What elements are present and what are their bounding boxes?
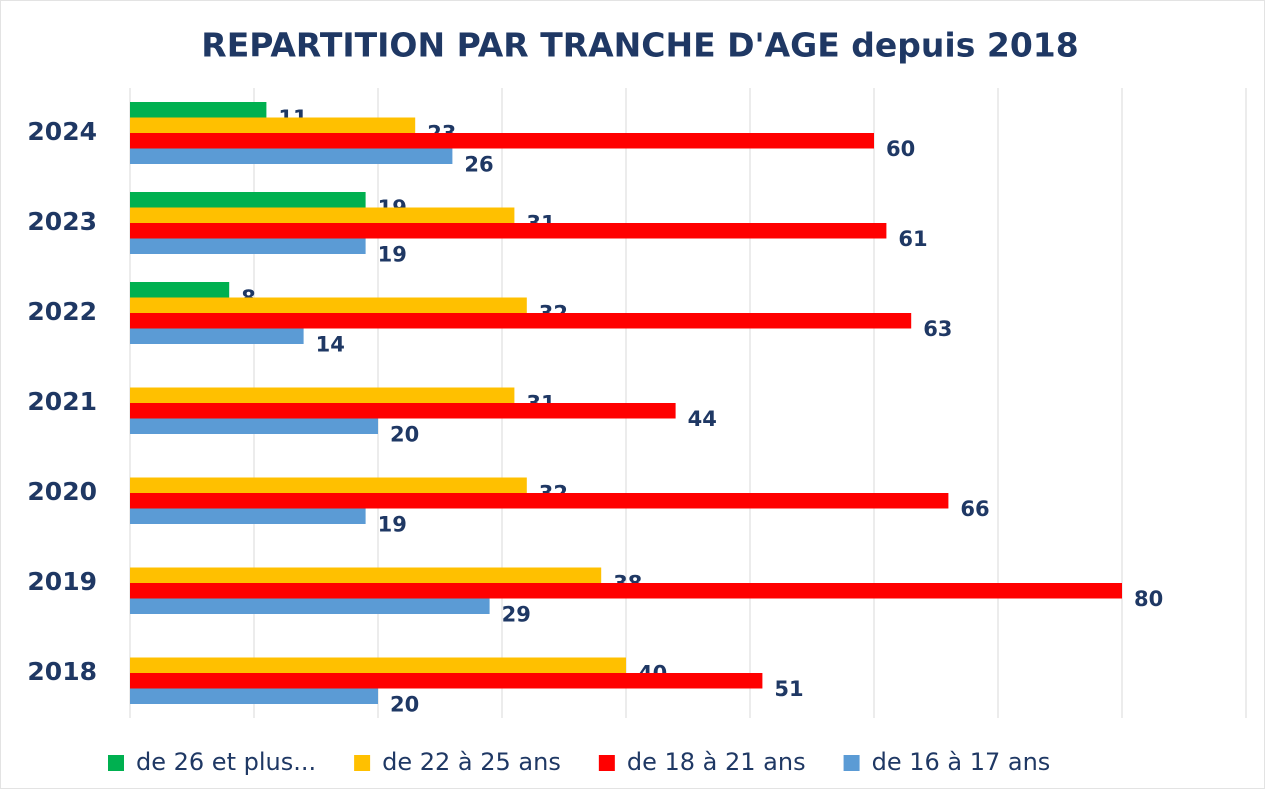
bar xyxy=(130,673,763,689)
data-label: 66 xyxy=(960,497,989,521)
chart-title: REPARTITION PAR TRANCHE D'AGE depuis 201… xyxy=(201,26,1078,65)
bar xyxy=(130,282,230,298)
bar xyxy=(130,117,416,133)
bar xyxy=(130,418,378,434)
y-tick-label: 2021 xyxy=(27,387,97,416)
data-label: 20 xyxy=(390,422,419,446)
bar xyxy=(130,403,676,419)
y-tick-label: 2024 xyxy=(27,117,97,146)
y-tick-label: 2020 xyxy=(27,477,97,506)
legend-label: de 26 et plus... xyxy=(136,748,316,776)
bar xyxy=(130,297,527,313)
data-label: 80 xyxy=(1134,587,1163,611)
data-label: 60 xyxy=(886,137,915,161)
bar xyxy=(130,583,1122,599)
data-label: 44 xyxy=(688,407,717,431)
data-label: 20 xyxy=(390,692,419,716)
bar xyxy=(130,688,378,704)
data-label: 61 xyxy=(898,227,927,251)
legend-label: de 22 à 25 ans xyxy=(382,748,561,776)
data-label: 19 xyxy=(378,242,407,266)
data-label: 14 xyxy=(316,332,345,356)
y-tick-label: 2023 xyxy=(27,207,97,236)
data-label: 29 xyxy=(502,602,531,626)
legend-swatch xyxy=(108,755,124,771)
bar xyxy=(130,328,304,344)
bar xyxy=(130,192,366,208)
data-label: 51 xyxy=(774,677,803,701)
bar xyxy=(130,102,267,118)
bar xyxy=(130,567,602,583)
legend-label: de 18 à 21 ans xyxy=(627,748,806,776)
bar xyxy=(130,598,490,614)
y-tick-label: 2018 xyxy=(27,657,97,686)
bar xyxy=(130,657,626,673)
bar xyxy=(130,148,453,164)
bar xyxy=(130,477,527,493)
legend-label: de 16 à 17 ans xyxy=(872,748,1051,776)
legend-swatch xyxy=(354,755,371,771)
legend-swatch xyxy=(598,755,615,771)
data-label: 26 xyxy=(464,152,493,176)
bar xyxy=(130,387,515,403)
bar xyxy=(130,508,366,524)
bar xyxy=(130,223,887,239)
legend-swatch xyxy=(843,755,860,771)
y-tick-label: 2022 xyxy=(27,297,97,326)
bar xyxy=(130,313,912,329)
bar xyxy=(130,133,874,149)
y-tick-label: 2019 xyxy=(27,567,97,596)
bar xyxy=(130,207,515,223)
data-label: 63 xyxy=(923,317,952,341)
bar xyxy=(130,493,949,509)
bar xyxy=(130,238,366,254)
data-label: 19 xyxy=(378,512,407,536)
